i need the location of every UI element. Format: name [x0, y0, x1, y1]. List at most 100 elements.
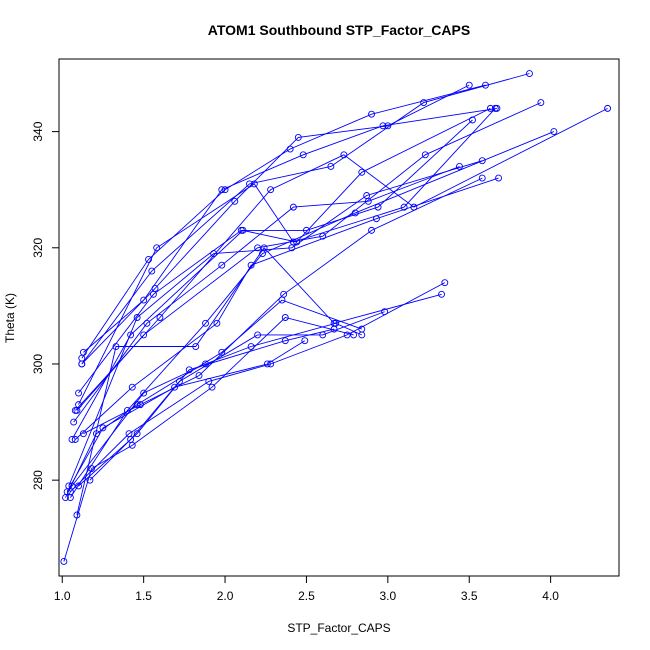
- series-group: [60, 314, 358, 565]
- series-line: [70, 282, 446, 493]
- data-point: [71, 436, 79, 443]
- series-group: [78, 81, 473, 368]
- data-point: [374, 203, 382, 211]
- plot-frame: [58, 58, 620, 577]
- data-point: [281, 337, 289, 345]
- data-point: [218, 186, 226, 194]
- series-group: [73, 244, 446, 519]
- series-group: [71, 104, 612, 414]
- data-point: [128, 441, 136, 449]
- data-point: [99, 424, 107, 432]
- series-group: [75, 116, 476, 397]
- data-point: [364, 197, 372, 205]
- data-point: [133, 430, 141, 438]
- data-point: [421, 151, 429, 159]
- data-point: [133, 314, 141, 321]
- data-point: [465, 81, 473, 89]
- series-group: [63, 337, 309, 496]
- y-tick-label: 320: [31, 237, 45, 257]
- data-point: [340, 151, 348, 159]
- data-point: [210, 250, 218, 258]
- data-point: [231, 197, 239, 205]
- series-line: [68, 160, 483, 487]
- data-point: [149, 290, 157, 298]
- data-point: [301, 337, 309, 345]
- data-point: [372, 215, 380, 223]
- x-tick-label: 3.0: [379, 589, 396, 603]
- data-point: [218, 348, 226, 356]
- data-point: [289, 203, 297, 211]
- series-line: [70, 131, 555, 498]
- y-axis-label: Theta (K): [3, 293, 17, 343]
- x-tick-label: 4.0: [542, 589, 559, 603]
- data-point: [478, 157, 486, 165]
- series-line: [81, 84, 470, 365]
- y-tick-label: 340: [31, 121, 45, 141]
- data-point: [60, 558, 68, 565]
- data-point: [281, 314, 289, 321]
- data-point: [128, 383, 136, 391]
- data-point: [153, 244, 161, 252]
- series-line: [74, 177, 499, 440]
- data-point: [368, 110, 376, 118]
- series-line: [76, 102, 542, 411]
- data-point: [254, 331, 262, 339]
- data-point: [358, 331, 366, 339]
- data-point: [278, 296, 286, 304]
- y-tick-label: 280: [31, 470, 45, 490]
- data-point: [469, 116, 476, 124]
- data-point: [68, 436, 76, 443]
- data-point: [486, 104, 494, 112]
- data-point: [237, 226, 245, 234]
- series-group: [62, 296, 366, 502]
- data-point: [299, 151, 307, 159]
- data-point: [478, 174, 486, 182]
- series-line: [81, 73, 530, 365]
- data-point: [75, 482, 82, 490]
- data-point: [127, 331, 135, 339]
- data-point: [86, 476, 94, 484]
- x-axis-label: STP_Factor_CAPS: [287, 621, 390, 635]
- data-point: [438, 290, 446, 298]
- data-point: [327, 163, 335, 170]
- data-point: [495, 174, 502, 182]
- data-point: [288, 244, 296, 252]
- data-point: [125, 430, 133, 438]
- series-group: [65, 157, 486, 490]
- series-line: [65, 299, 362, 498]
- data-point: [75, 389, 82, 397]
- data-point: [400, 203, 408, 211]
- data-point: [140, 331, 148, 339]
- data-point: [140, 389, 148, 397]
- data-point: [171, 383, 179, 391]
- data-point: [343, 331, 351, 339]
- data-point: [441, 279, 449, 287]
- data-point: [358, 325, 366, 333]
- data-point: [550, 128, 558, 136]
- data-point: [112, 343, 120, 350]
- data-point: [351, 209, 359, 217]
- series-line: [78, 119, 473, 394]
- series-line: [83, 107, 497, 353]
- data-point: [537, 99, 545, 107]
- data-point: [140, 296, 148, 304]
- x-tick-label: 2.0: [217, 589, 234, 603]
- data-point: [133, 401, 141, 409]
- data-point: [62, 494, 69, 502]
- series-line: [78, 108, 496, 405]
- series-line: [63, 317, 354, 562]
- data-point: [79, 348, 87, 356]
- series-group: [79, 174, 486, 438]
- series-group: [73, 99, 545, 414]
- data-point: [145, 255, 152, 263]
- data-point: [148, 267, 156, 275]
- data-point: [302, 226, 310, 234]
- series-line: [66, 340, 306, 493]
- data-point: [92, 430, 100, 438]
- data-point: [350, 331, 358, 339]
- data-point: [78, 360, 86, 368]
- data-point: [143, 319, 151, 327]
- data-point: [79, 430, 87, 438]
- series-group: [86, 308, 389, 484]
